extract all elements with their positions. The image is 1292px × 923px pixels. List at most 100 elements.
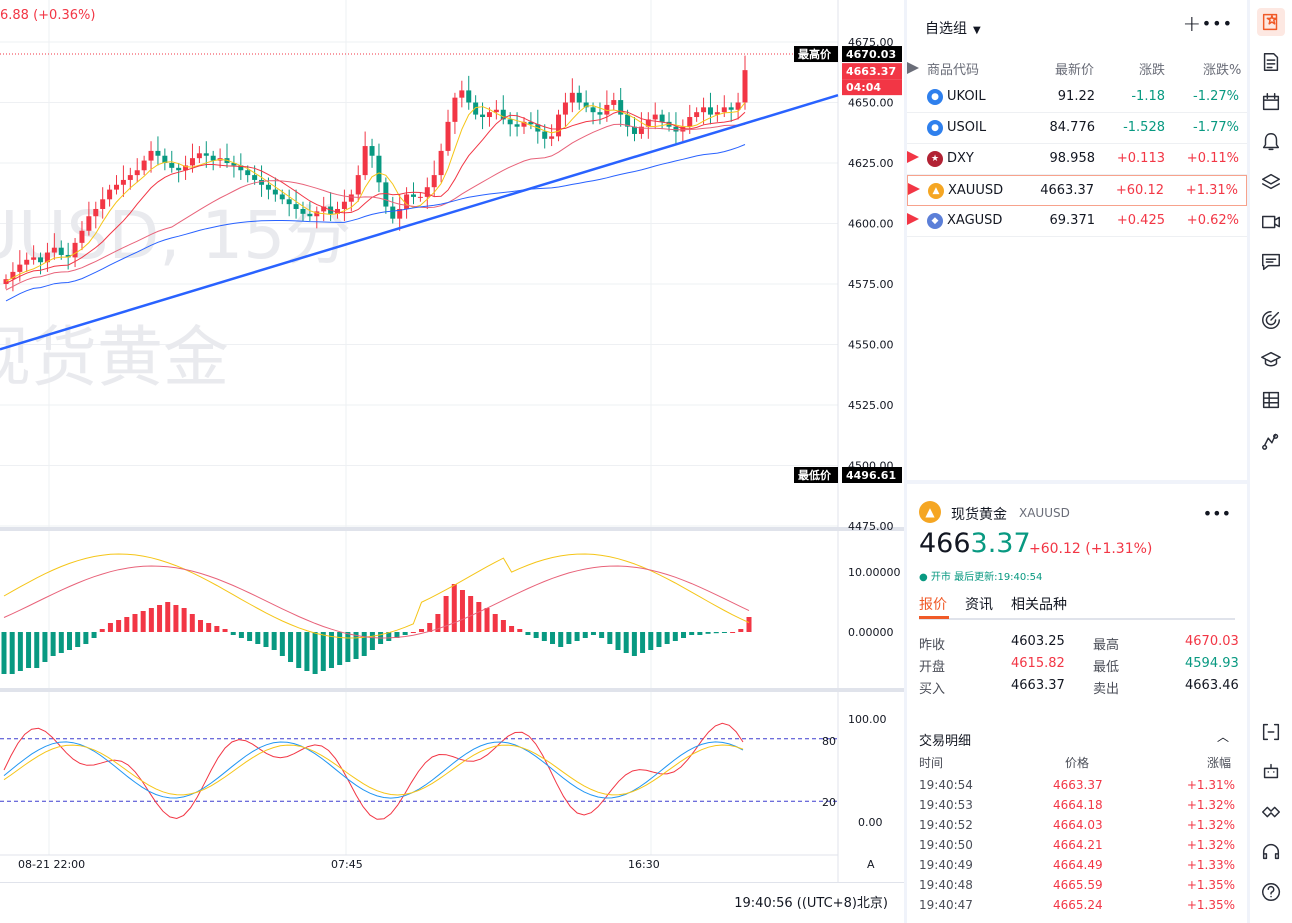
candle-body — [473, 102, 479, 115]
watchlist-change-pct: +0.11% — [1186, 151, 1239, 166]
countdown-tag: 04:04 — [846, 81, 881, 94]
table-button[interactable] — [1257, 386, 1285, 414]
alerts-button[interactable] — [1257, 128, 1285, 156]
tab-related[interactable]: 相关品种 — [1011, 597, 1067, 613]
macd-histogram-bar — [132, 614, 138, 632]
trade-pct: +1.35% — [1186, 898, 1235, 912]
candle-body — [694, 112, 700, 118]
symbol-code: XAUUSD — [1019, 506, 1070, 520]
flag-icon[interactable] — [907, 62, 919, 74]
video-button[interactable] — [1257, 208, 1285, 236]
stoch-tick-label: 20 — [822, 796, 836, 809]
candle-body — [3, 279, 9, 284]
trade-time: 19:40:49 — [919, 858, 973, 872]
macd-histogram-bar — [525, 632, 531, 635]
help-button[interactable] — [1257, 878, 1285, 906]
macd-histogram-bar — [288, 632, 294, 662]
trade-row: 19:40:48 4665.59 +1.35% — [907, 878, 1247, 898]
candle-body — [618, 100, 624, 115]
macd-histogram-bar — [320, 632, 326, 671]
candle-body — [583, 102, 589, 108]
news-button[interactable] — [1257, 48, 1285, 76]
headset-button[interactable] — [1257, 838, 1285, 866]
network-button[interactable] — [1257, 426, 1285, 454]
macd-tick-label: 10.00000 — [848, 566, 901, 579]
candle-body — [210, 155, 216, 161]
chat-button[interactable] — [1257, 248, 1285, 276]
candle-body — [286, 199, 292, 205]
col-symbol[interactable]: 商品代码 — [927, 63, 980, 78]
macd-histogram-bar — [541, 632, 547, 641]
expand-button[interactable] — [1257, 718, 1285, 746]
handshake-button[interactable] — [1257, 798, 1285, 826]
watchlist-panel: 自选组 ▼ + ••• 商品代码 最新价 涨跌 涨跌% ● UKOIL 91.22 -1… — [907, 0, 1247, 480]
candle-body — [707, 107, 713, 115]
watchlist-price: 4663.37 — [1040, 183, 1094, 198]
price-tick-label: 4650.00 — [848, 97, 894, 110]
col-last[interactable]: 最新价 — [1055, 63, 1095, 78]
macd-histogram-bar — [99, 629, 105, 632]
watchlist-change: +0.113 — [1116, 151, 1165, 166]
trade-time: 19:40:48 — [919, 878, 973, 892]
col-change[interactable]: 涨跌 — [1139, 63, 1166, 78]
tab-news[interactable]: 资讯 — [965, 597, 993, 613]
watchlist-title-dropdown[interactable]: 自选组 ▼ — [925, 18, 981, 38]
candle-body — [549, 136, 555, 139]
candle-body — [500, 109, 506, 120]
candle-body — [93, 208, 99, 217]
trade-pct: +1.31% — [1186, 778, 1235, 792]
candle-body — [196, 153, 202, 159]
watchlist-row[interactable]: ▲ XAUUSD 4663.37 +60.12 +1.31% — [907, 175, 1247, 206]
col-change-pct[interactable]: 涨跌% — [1203, 63, 1242, 78]
auto-scale-button[interactable]: A — [867, 858, 875, 871]
high-price-value: 4670.03 — [846, 48, 896, 61]
watchlist-column-headers: 商品代码 最新价 涨跌 涨跌% — [907, 52, 1247, 82]
flag-icon[interactable] — [907, 151, 919, 163]
macd-histogram-bar — [386, 632, 392, 641]
low-price-value: 4496.61 — [846, 469, 896, 482]
price-chart[interactable]: UUSD, 15分现货黄金 4675.00 4650.00 4625.00 4600.0… — [0, 0, 904, 882]
candle-body — [245, 170, 251, 176]
tab-quote[interactable]: 报价 — [919, 597, 947, 613]
price-tick-label: 4550.00 — [848, 339, 894, 352]
trade-price: 4665.59 — [1053, 878, 1103, 892]
price-tick-label: 4675.00 — [848, 36, 894, 49]
candle-body — [300, 208, 306, 214]
trade-pct: +1.35% — [1186, 878, 1235, 892]
clock[interactable]: 19:40:56 ((UTC+8)北京) — [734, 896, 888, 911]
more-options-button[interactable]: ••• — [1202, 504, 1231, 523]
watchlist-row[interactable]: ◆ XAGUSD 69.371 +0.425 +0.62% — [907, 206, 1247, 237]
watchlist-row[interactable]: ★ DXY 98.958 +0.113 +0.11% — [907, 144, 1247, 175]
watchlist-row[interactable]: ● UKOIL 91.22 -1.18 -1.27% — [907, 82, 1247, 113]
robot-button[interactable] — [1257, 758, 1285, 786]
macd-histogram-bar — [590, 632, 596, 635]
flag-icon[interactable] — [907, 213, 919, 225]
add-symbol-button[interactable]: + — [1182, 12, 1201, 37]
watchlist-row[interactable]: ● USOIL 84.776 -1.528 -1.77% — [907, 113, 1247, 144]
candle-body — [597, 112, 603, 115]
watchlist-change-pct: -1.77% — [1193, 120, 1239, 135]
macd-histogram-bar — [222, 629, 228, 632]
layers-button[interactable] — [1257, 168, 1285, 196]
candle-body — [31, 257, 37, 260]
candle-body — [369, 146, 375, 156]
pane-separator — [0, 527, 904, 531]
more-options-button[interactable]: ••• — [1201, 14, 1233, 33]
silver-icon: ◆ — [927, 213, 943, 229]
candle-body — [155, 150, 161, 156]
chart-panel[interactable]: UUSD, 15分现货黄金 4675.00 4650.00 4625.00 4600.0… — [0, 0, 904, 882]
chevron-up-icon[interactable]: ︿ — [1216, 730, 1229, 744]
calendar-button[interactable] — [1257, 88, 1285, 116]
chevron-down-icon: ▼ — [973, 25, 981, 36]
flag-icon[interactable] — [908, 183, 920, 195]
macd-histogram-bar — [566, 632, 572, 644]
watchlist-change: +60.12 — [1115, 183, 1164, 198]
macd-histogram-bar — [157, 605, 163, 632]
watchlist-button[interactable] — [1257, 8, 1285, 36]
target-button[interactable] — [1257, 306, 1285, 334]
macd-histogram-bar — [345, 632, 351, 662]
trade-time: 19:40:53 — [919, 798, 973, 812]
watchlist-symbol: USOIL — [947, 120, 987, 135]
education-button[interactable] — [1257, 346, 1285, 374]
video-icon — [1262, 215, 1280, 229]
